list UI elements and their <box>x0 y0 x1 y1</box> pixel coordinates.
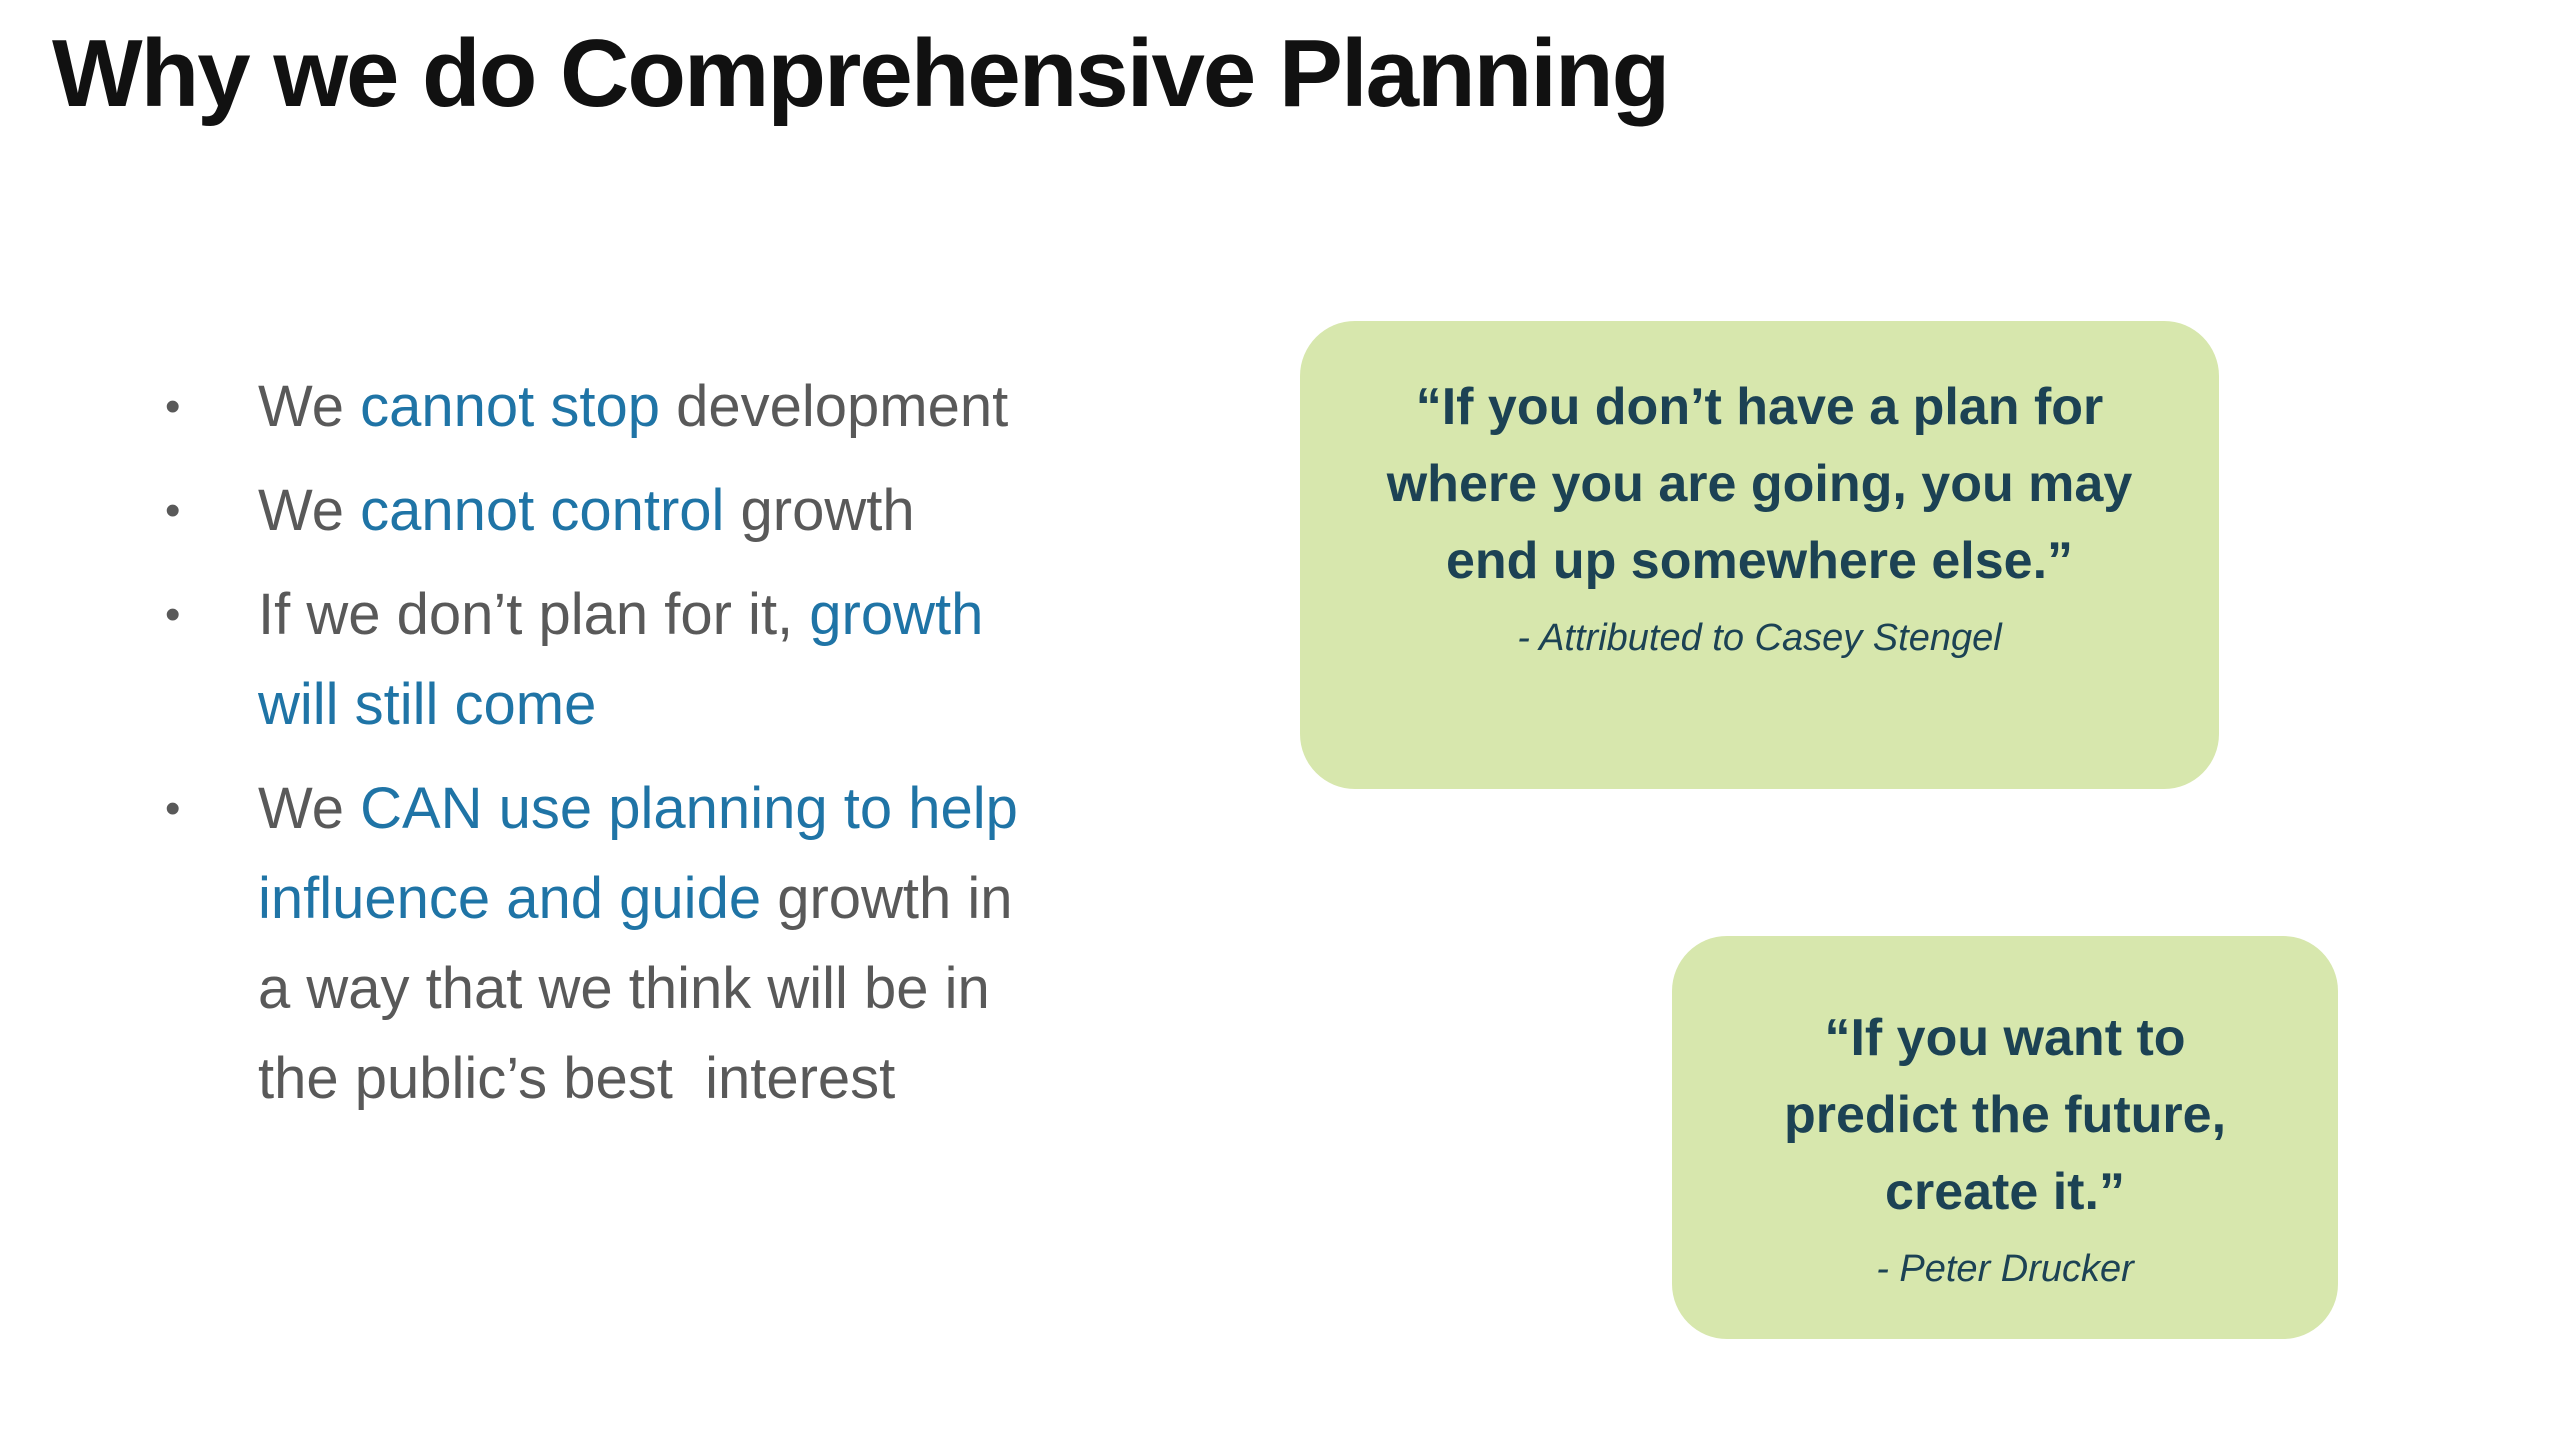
bullet-icon: • <box>165 382 181 431</box>
bullet-icon: • <box>165 486 181 535</box>
bullet-item-cannot-stop: • We cannot stop development <box>165 362 1295 452</box>
bullet-text: We cannot stop development <box>258 374 1009 439</box>
bullet-list: • We cannot stop development • We cannot… <box>165 362 1295 1138</box>
bullet-text: We CAN use planning to help influence an… <box>258 776 1018 1111</box>
bullet-text: If we don’t plan for it, growth will sti… <box>258 582 984 737</box>
quote-card-drucker: “If you want to predict the future, crea… <box>1672 936 2338 1339</box>
bullet-item-cannot-control: • We cannot control growth <box>165 466 1295 556</box>
quote-attribution: - Attributed to Casey Stengel <box>1517 617 2002 659</box>
bullet-item-growth-will-come: • If we don’t plan for it, growth will s… <box>165 570 1295 750</box>
bullet-item-planning-guides: • We CAN use planning to help influence … <box>165 764 1295 1124</box>
slide-title: Why we do Comprehensive Planning <box>52 20 1670 127</box>
quote-text: “If you want to predict the future, crea… <box>1783 1009 2227 1221</box>
bullet-icon: • <box>165 784 181 833</box>
bullet-icon: • <box>165 590 181 639</box>
quote-attribution: - Peter Drucker <box>1876 1248 2134 1290</box>
bullet-text: We cannot control growth <box>258 478 915 543</box>
quote-text: “If you don’t have a plan for where you … <box>1386 378 2133 590</box>
quote-card-stengel: “If you don’t have a plan for where you … <box>1300 321 2219 789</box>
